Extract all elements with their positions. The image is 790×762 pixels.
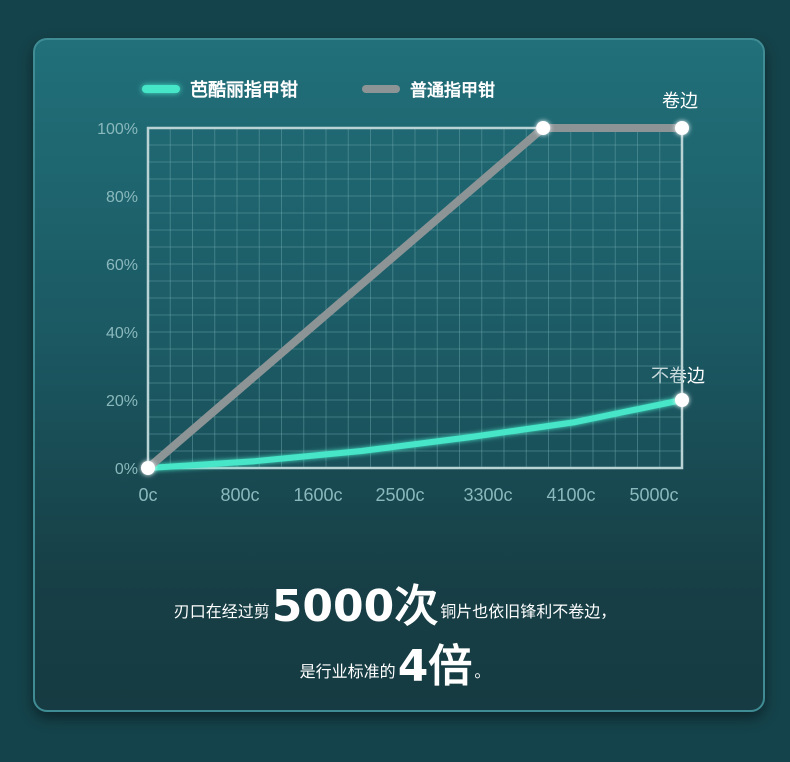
- caption-line-2: 是行业标准的4倍。: [0, 630, 790, 694]
- data-point: [536, 121, 551, 135]
- y-tick-label: 40%: [106, 325, 138, 342]
- annotation-curled: 卷边: [662, 91, 698, 112]
- plot-border: [146, 126, 684, 470]
- caption-text: 刃口在经过剪: [173, 602, 270, 621]
- y-tick-label: 0%: [115, 461, 138, 478]
- y-tick-label: 60%: [106, 257, 138, 274]
- x-tick-label: 2500c: [375, 485, 424, 505]
- caption-highlight: 5000次: [271, 581, 439, 632]
- series-line-teal: [145, 397, 685, 471]
- legend-swatch-teal: [142, 85, 180, 93]
- y-tick-label: 20%: [106, 393, 138, 410]
- caption-text: 。: [474, 662, 491, 681]
- legend-label: 芭酷丽指甲钳: [190, 80, 298, 101]
- x-tick-label: 5000c: [629, 485, 678, 505]
- data-point: [141, 461, 155, 475]
- x-tick-label: 4100c: [546, 485, 595, 505]
- x-tick-label: 800c: [220, 485, 259, 505]
- plot-area: [148, 128, 682, 468]
- annotation-not-curled: 不卷边: [651, 362, 705, 388]
- legend-label: 普通指甲钳: [410, 81, 495, 101]
- legend-item-teal: 芭酷丽指甲钳: [142, 76, 298, 102]
- x-tick-label: 3300c: [463, 485, 512, 505]
- caption-text: 铜片也依旧锋利不卷边，: [440, 602, 617, 621]
- data-point: [675, 393, 689, 407]
- caption-line-1: 刃口在经过剪5000次 铜片也依旧锋利不卷边，: [0, 570, 790, 634]
- x-tick-label: 0c: [138, 485, 157, 505]
- y-tick-label: 80%: [106, 189, 138, 206]
- x-tick-label: 1600c: [293, 485, 342, 505]
- caption-text: 是行业标准的: [299, 662, 396, 681]
- caption-highlight: 4倍: [397, 641, 473, 692]
- y-tick-label: 100%: [97, 121, 138, 138]
- data-point: [675, 121, 689, 135]
- legend-swatch-gray: [362, 84, 400, 93]
- card: [33, 38, 765, 712]
- legend-item-gray: 普通指甲钳: [362, 76, 495, 101]
